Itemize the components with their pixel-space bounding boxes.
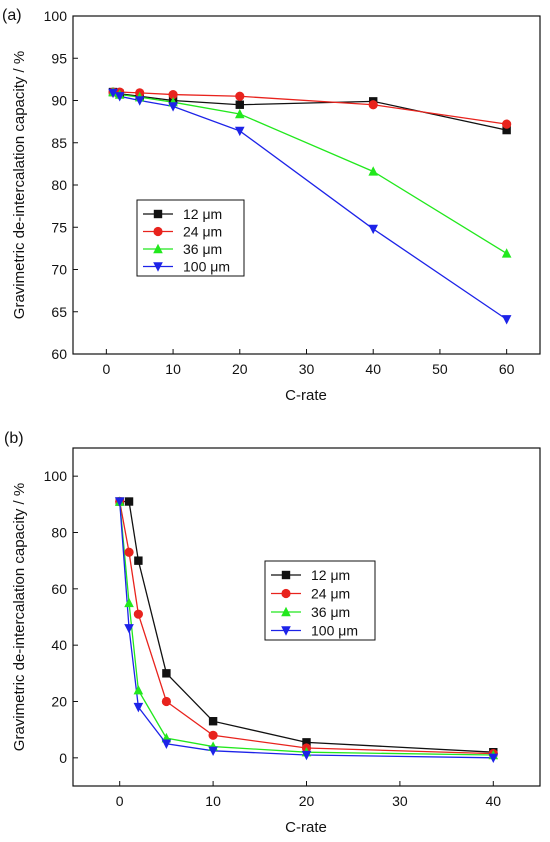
x-tick-label-a-3: 30 [299,361,315,377]
data-point-b-3-6 [488,753,499,764]
y-tick-label-a-4: 80 [51,177,67,193]
x-tick-label-b-3: 30 [392,793,408,809]
y-tick-label-a-3: 75 [51,219,67,235]
y-tick-label-a-1: 65 [51,304,67,320]
legend-label-b-2: 36 μm [311,604,350,620]
chart-b: (b) 0 10 20 30 40 0 20 40 60 80 100 C-rate Gravime… [4,430,541,836]
x-tick-label-a-0: 0 [102,361,110,377]
x-tick-label-b-2: 20 [299,793,315,809]
y-tick-label-b-2: 40 [51,637,67,653]
panel-label-b: (b) [4,430,24,447]
data-point-b-0-2 [134,556,143,565]
data-point-a-2-6 [501,248,512,258]
data-point-a-1-3 [168,89,178,100]
data-point-a-2-5 [368,166,379,176]
y-tick-label-a-6: 90 [51,93,67,109]
legend-marker-a-1 [153,226,163,237]
legend-marker-a-0 [153,209,163,219]
data-point-a-3-2 [134,96,145,106]
y-tick-label-a-2: 70 [51,262,67,278]
legend-marker-b-2 [281,606,291,617]
data-point-b-1-1 [124,547,134,557]
data-point-b-0-3 [162,669,171,678]
legend-label-a-0: 12 μm [183,206,222,222]
data-point-b-3-5 [301,750,312,761]
data-point-a-1-4 [235,91,245,101]
x-tick-label-a-4: 40 [365,361,381,377]
data-point-a-1-5 [368,100,378,110]
y-tick-label-b-3: 60 [51,581,67,597]
legend-marker-a-3 [153,262,163,272]
y-tick-label-b-1: 20 [51,694,67,710]
y-axis-title-b: Gravimetric de-intercalation capacity / … [11,483,28,751]
legend-label-b-1: 24 μm [311,586,350,602]
axis-ticks-a: 0 10 20 30 40 50 60 60 65 70 75 80 85 90 95 100 [44,8,515,377]
y-tick-label-b-4: 80 [51,525,67,541]
x-tick-label-a-1: 10 [165,361,181,377]
legend-label-a-1: 24 μm [183,224,222,240]
legend-label-b-3: 100 μm [311,623,358,639]
x-tick-label-b-0: 0 [116,793,124,809]
data-point-b-0-1 [124,497,134,506]
data-point-a-3-6 [501,315,512,325]
x-axis-title-b: C-rate [285,819,327,836]
axis-ticks-b: 0 10 20 30 40 0 20 40 60 80 100 [44,468,502,809]
data-point-a-3-1 [114,92,125,102]
y-tick-label-a-0: 60 [51,346,67,362]
y-tick-label-a-7: 95 [51,50,67,66]
x-tick-label-a-6: 60 [499,361,515,377]
x-tick-label-a-5: 50 [432,361,448,377]
data-point-b-2-1 [124,597,134,608]
data-point-b-0-5 [302,738,311,747]
series-layer-b [114,496,499,764]
legend-marker-b-0 [281,570,291,580]
data-point-a-0-4 [235,100,244,109]
y-tick-label-a-8: 100 [44,8,68,24]
x-tick-label-b-4: 40 [486,793,502,809]
legend-label-a-2: 36 μm [183,241,222,257]
data-point-a-3-0 [108,88,118,99]
legend-label-b-0: 12 μm [311,567,350,583]
data-point-a-3-3 [168,102,178,112]
legend-marker-b-1 [281,588,291,599]
data-point-a-3-5 [368,224,379,235]
x-tick-label-b-1: 10 [205,793,221,809]
data-point-b-3-0 [114,497,125,507]
data-point-a-2-4 [234,108,245,119]
x-tick-label-a-2: 20 [232,361,248,377]
data-point-a-3-4 [234,126,245,137]
data-point-b-3-2 [133,702,144,713]
data-point-b-2-2 [133,685,144,695]
y-tick-label-a-5: 85 [51,135,67,151]
data-point-b-1-3 [161,696,171,707]
legend-b: 12 μm 24 μm 36 μm 100 μm [264,560,376,641]
legend-marker-a-2 [153,243,163,254]
panel-label-a: (a) [2,7,22,24]
data-point-b-3-4 [208,746,218,756]
y-tick-label-b-5: 100 [44,468,68,484]
data-point-b-1-4 [208,730,218,740]
series-layer-a [108,86,512,325]
legend-label-a-3: 100 μm [183,259,230,275]
x-axis-title-a: C-rate [285,387,327,404]
data-point-b-3-3 [161,739,172,749]
data-point-b-1-2 [133,609,143,619]
data-point-a-1-6 [502,119,512,129]
data-point-a-0-6 [502,125,511,135]
data-point-b-3-1 [124,624,134,634]
plot-frame-a [72,15,541,355]
legend-marker-b-3 [281,626,291,636]
data-point-b-0-4 [208,717,218,726]
chart-a: (a) 0 10 20 30 40 50 60 60 65 70 75 80 85 90 95 100 C-r… [2,7,541,404]
y-tick-label-b-0: 0 [59,750,67,766]
y-axis-title-a: Gravimetric de-intercalation capacity / … [11,51,28,319]
